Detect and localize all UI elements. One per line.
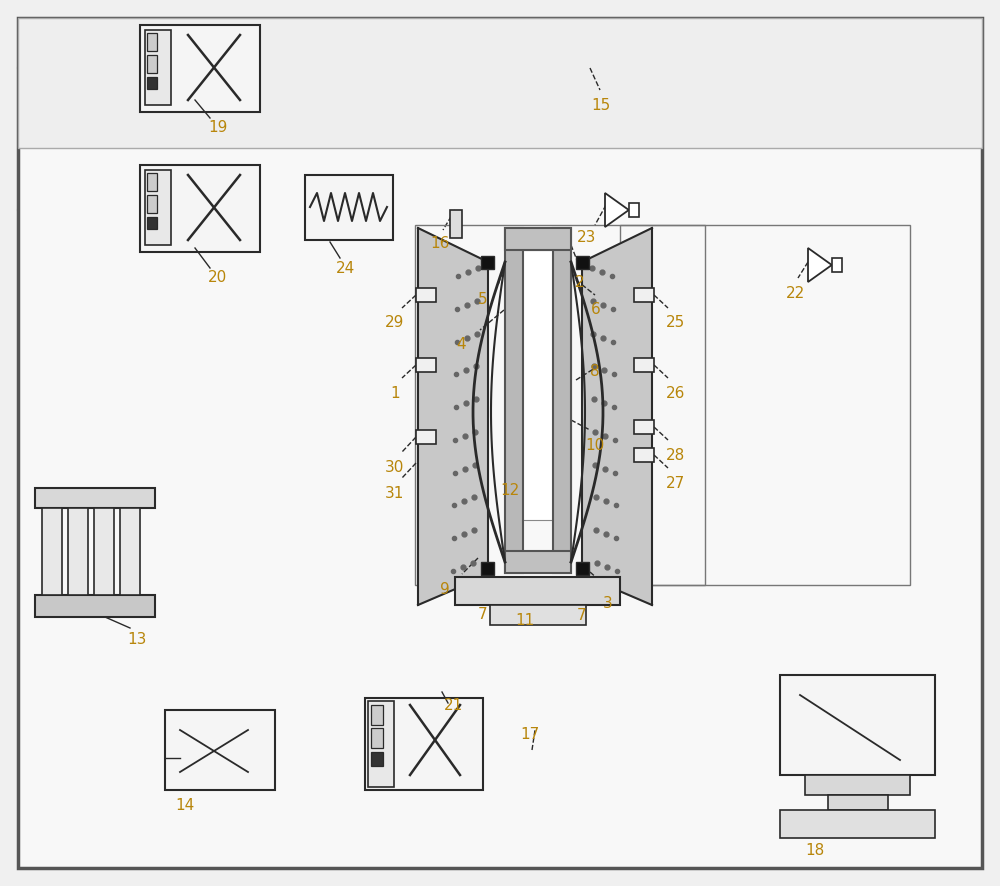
Bar <box>505 250 571 520</box>
Bar <box>490 605 586 625</box>
Text: 12: 12 <box>500 483 519 498</box>
Text: 20: 20 <box>208 270 227 285</box>
Bar <box>42 508 62 595</box>
Bar <box>147 195 157 213</box>
Text: 15: 15 <box>591 98 610 113</box>
Bar <box>140 165 260 252</box>
Bar <box>828 795 888 810</box>
Text: 9: 9 <box>440 582 450 597</box>
Text: 11: 11 <box>515 613 534 628</box>
Text: 18: 18 <box>805 843 824 858</box>
Bar <box>390 148 955 593</box>
Text: 19: 19 <box>208 120 227 135</box>
Bar <box>140 25 260 112</box>
Text: 24: 24 <box>336 261 355 276</box>
Text: 6: 6 <box>591 302 601 317</box>
Bar <box>455 577 620 605</box>
Text: 5: 5 <box>478 292 488 307</box>
Bar <box>634 420 654 434</box>
Bar <box>365 698 483 790</box>
Bar <box>147 33 157 51</box>
Bar <box>634 448 654 462</box>
Bar <box>634 358 654 372</box>
Bar <box>576 256 589 269</box>
Text: 4: 4 <box>456 337 466 352</box>
Text: 26: 26 <box>666 386 685 401</box>
Bar <box>481 256 494 269</box>
Bar <box>620 225 910 585</box>
Bar <box>371 728 383 748</box>
Text: 31: 31 <box>385 486 404 501</box>
Bar <box>416 288 436 302</box>
Bar <box>305 175 393 240</box>
Text: 8: 8 <box>590 364 600 379</box>
Text: 23: 23 <box>577 230 596 245</box>
Bar <box>35 595 155 617</box>
Text: 30: 30 <box>385 460 404 475</box>
Bar <box>553 228 571 573</box>
Bar <box>450 210 462 238</box>
Text: 2: 2 <box>575 275 585 290</box>
Bar <box>371 705 383 725</box>
Bar <box>130 675 865 840</box>
Bar <box>832 258 842 272</box>
Bar <box>416 430 436 444</box>
Text: 7: 7 <box>577 608 587 623</box>
Bar <box>94 508 114 595</box>
Text: 1: 1 <box>390 386 400 401</box>
Bar <box>629 203 639 217</box>
Bar <box>147 173 157 191</box>
Bar <box>780 675 935 775</box>
Text: 16: 16 <box>430 236 449 251</box>
Bar <box>120 508 140 595</box>
Bar <box>35 488 155 508</box>
Bar <box>147 55 157 73</box>
Bar <box>634 288 654 302</box>
Bar <box>481 562 494 575</box>
Polygon shape <box>605 193 629 227</box>
Bar <box>18 18 982 148</box>
Text: 13: 13 <box>127 632 146 647</box>
Text: 28: 28 <box>666 448 685 463</box>
Bar <box>505 551 571 573</box>
Polygon shape <box>418 228 488 605</box>
Text: 7: 7 <box>478 607 488 622</box>
Bar <box>805 775 910 795</box>
Text: 14: 14 <box>175 798 194 813</box>
Bar <box>505 228 571 250</box>
Bar <box>165 710 275 790</box>
Bar <box>371 752 383 766</box>
Bar <box>145 30 171 105</box>
Text: 10: 10 <box>585 438 604 453</box>
Bar <box>147 77 157 89</box>
Bar <box>780 810 935 838</box>
Text: 29: 29 <box>385 315 404 330</box>
Bar <box>415 225 705 585</box>
Polygon shape <box>582 228 652 605</box>
Bar <box>576 562 589 575</box>
Text: 21: 21 <box>444 698 463 713</box>
Polygon shape <box>808 248 832 282</box>
Bar <box>416 358 436 372</box>
Bar <box>147 217 157 229</box>
Bar <box>368 701 394 787</box>
Bar <box>68 508 88 595</box>
Text: 27: 27 <box>666 476 685 491</box>
Text: 25: 25 <box>666 315 685 330</box>
Text: 22: 22 <box>786 286 805 301</box>
Bar <box>505 228 523 573</box>
Bar <box>145 170 171 245</box>
Text: 3: 3 <box>603 596 613 611</box>
Text: 17: 17 <box>520 727 539 742</box>
